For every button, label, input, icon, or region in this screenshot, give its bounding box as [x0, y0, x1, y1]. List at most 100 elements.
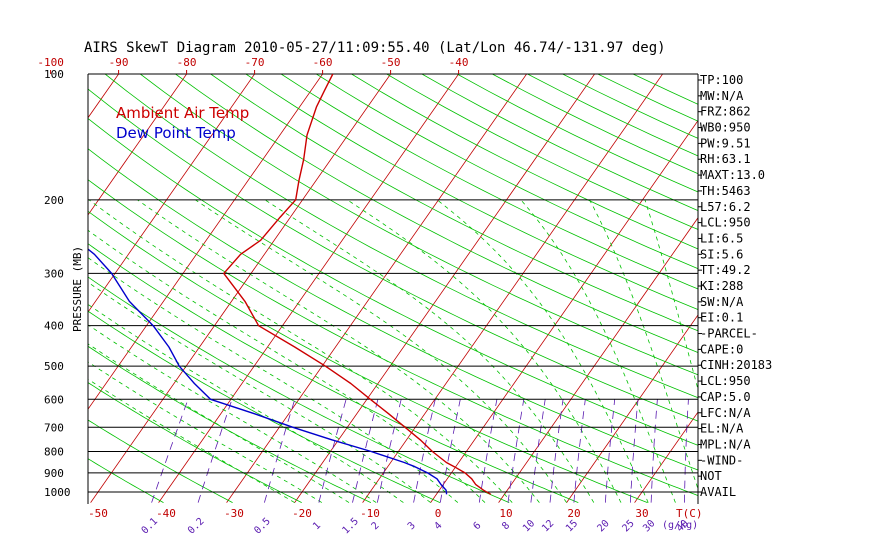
- side-panel-item: LCL:950: [700, 216, 751, 230]
- isotherm-line: [771, 67, 870, 503]
- mixing-ratio-line: [318, 399, 347, 503]
- legend-dew-point-temp: Dew Point Temp: [116, 124, 236, 142]
- bottom-temp-tick-label: -10: [360, 507, 380, 520]
- dry-adiabat-line: [88, 148, 698, 471]
- mixing-ratio-line: [630, 399, 639, 503]
- mixing-ratio-tick-label: 15: [564, 518, 580, 534]
- moist-adiabat-line: [589, 199, 698, 491]
- mixing-ratio-line: [376, 399, 402, 503]
- dew-point-temp-line: [88, 248, 448, 495]
- mixing-ratio-line: [413, 399, 436, 503]
- pressure-tick-label: 1000: [44, 486, 71, 499]
- side-panel-item: LCL:950: [700, 374, 751, 388]
- dry-adiabat-line: [280, 74, 698, 290]
- mixing-ratio-tick-label: 1: [311, 520, 323, 532]
- dry-adiabat-line: [88, 117, 698, 446]
- dry-adiabat-line: [88, 179, 698, 497]
- moist-adiabat-line: [88, 361, 323, 503]
- mixing-ratio-line: [264, 399, 296, 503]
- top-temp-tick-label: -90: [109, 56, 129, 69]
- isotherm-line: [498, 217, 698, 503]
- bottom-temp-tick-label: 20: [567, 507, 580, 520]
- pressure-tick-label: 100: [44, 68, 64, 81]
- dry-adiabat-line: [140, 74, 698, 376]
- dry-adiabat-line: [88, 243, 579, 503]
- mixing-ratio-line: [549, 399, 564, 503]
- top-temp-tick-label: -80: [177, 56, 197, 69]
- dry-adiabat-line: [527, 74, 698, 157]
- pressure-tick-label: 300: [44, 267, 64, 280]
- moist-adiabat-line: [195, 199, 567, 503]
- mixing-ratio-tick-label: 2: [370, 520, 382, 532]
- isotherm-line: [88, 74, 324, 410]
- isotherm-line: [88, 74, 256, 313]
- isotherm-line: [0, 67, 56, 503]
- moist-adiabat-line: [264, 199, 595, 503]
- isotherm-line: [839, 67, 870, 503]
- y-axis-label: PRESSURE (MB): [71, 246, 84, 332]
- bottom-temp-tick-label: 0: [435, 507, 442, 520]
- mixing-ratio-tick-label: 0.2: [186, 516, 207, 537]
- side-panel-item: LFC:N/A: [700, 406, 751, 420]
- top-temp-tick-label: -100: [37, 56, 64, 69]
- side-panel-item: FRZ:862: [700, 105, 751, 119]
- mixing-ratio-unit-label: (g/kg): [662, 520, 698, 531]
- mixing-ratio-line: [507, 399, 525, 503]
- mixing-ratio-tick-label: 3: [406, 520, 418, 532]
- mixing-ratio-line: [605, 399, 616, 503]
- isotherm-line: [430, 119, 698, 503]
- side-panel-item: -PARCEL-: [700, 327, 758, 341]
- moist-adiabat-line: [137, 199, 540, 503]
- isotherm-line: [634, 411, 698, 503]
- mixing-ratio-tick-label: 6: [472, 520, 484, 532]
- bottom-temp-tick-label: 10: [499, 507, 512, 520]
- side-panel-item: EL:N/A: [700, 422, 744, 436]
- legend-ambient-air-temp: Ambient Air Temp: [116, 104, 249, 122]
- bottom-temp-tick-label: -20: [292, 507, 312, 520]
- moist-adiabat-line: [88, 303, 404, 503]
- moist-adiabat-line: [88, 324, 377, 503]
- dry-adiabat-line: [632, 74, 698, 105]
- dry-adiabat-line: [351, 74, 698, 250]
- mixing-ratio-tick-label: 20: [595, 518, 611, 534]
- dry-adiabat-line: [88, 88, 698, 422]
- side-panel-item: SW:N/A: [700, 295, 744, 309]
- top-temp-tick-label: -50: [381, 56, 401, 69]
- side-panel-item: RH:63.1: [700, 152, 751, 166]
- top-temp-tick-label: -70: [245, 56, 265, 69]
- bottom-temp-tick-label: 30: [635, 507, 648, 520]
- dry-adiabat-line: [316, 74, 698, 270]
- mixing-ratio-line: [684, 399, 689, 503]
- mixing-ratio-tick-label: 12: [540, 518, 556, 534]
- side-panel-item: TH:5463: [700, 184, 751, 198]
- side-panel-item: KI:288: [700, 279, 743, 293]
- dry-adiabat-line: [88, 210, 648, 503]
- pressure-tick-label: 600: [44, 393, 64, 406]
- side-panel-item: CINH:20183: [700, 358, 772, 372]
- mixing-ratio-tick-label: 30: [641, 518, 657, 534]
- isotherm-line: [294, 74, 596, 503]
- top-temp-tick-label: -60: [313, 56, 333, 69]
- side-panel-item: TP:100: [700, 73, 743, 87]
- dry-adiabat-line: [386, 74, 698, 230]
- mixing-ratio-tick-label: 1.5: [340, 516, 361, 537]
- mixing-ratio-line: [573, 399, 586, 503]
- pressure-tick-label: 700: [44, 421, 64, 434]
- mixing-ratio-tick-label: 10: [521, 518, 537, 534]
- bottom-temp-tick-label: -40: [156, 507, 176, 520]
- side-panel-item: MW:N/A: [700, 89, 744, 103]
- top-temp-tick-label: -40: [449, 56, 469, 69]
- side-panel-item: SI:5.6: [700, 247, 743, 261]
- isotherm-line: [88, 74, 188, 216]
- bottom-axis-unit-label: T(C): [676, 507, 703, 520]
- dry-adiabat-line: [210, 74, 698, 332]
- bottom-temp-tick-label: -50: [88, 507, 108, 520]
- side-panel-item: EI:0.1: [700, 311, 743, 325]
- side-panel-item: MAXT:13.0: [700, 168, 765, 182]
- mixing-ratio-line: [478, 399, 498, 503]
- side-panel-item: LI:6.5: [700, 231, 743, 245]
- dry-adiabat-line: [456, 74, 698, 193]
- mixing-ratio-tick-label: 8: [500, 520, 512, 532]
